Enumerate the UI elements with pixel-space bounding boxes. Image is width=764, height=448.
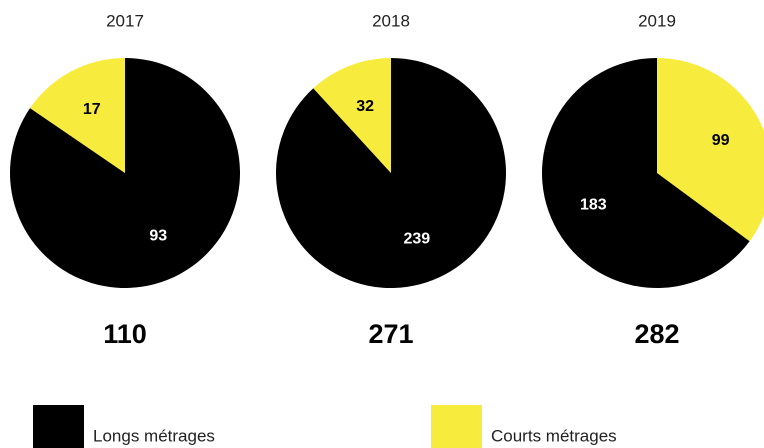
slice-label: 99	[712, 132, 730, 149]
legend-swatch	[431, 405, 482, 448]
slice-label: 32	[356, 98, 374, 115]
pie-slice	[657, 58, 764, 242]
slice-label: 17	[83, 101, 101, 118]
pie-total: 282	[634, 319, 679, 349]
pie-slice	[541, 58, 750, 288]
slice-label: 239	[403, 231, 430, 248]
pie-total: 271	[368, 319, 413, 349]
pie-slice	[313, 58, 391, 173]
pie-title: 2017	[106, 11, 144, 30]
legend-label: Courts métrages	[491, 426, 617, 445]
pie-title: 2018	[372, 11, 410, 30]
pie-title: 2019	[638, 11, 676, 30]
legend-swatch	[33, 405, 84, 448]
slice-label: 183	[580, 196, 607, 213]
pie-slice	[30, 58, 125, 173]
pie-slice	[276, 58, 507, 288]
pie-total: 110	[103, 319, 147, 349]
slice-label: 93	[149, 227, 167, 244]
legend-label: Longs métrages	[93, 426, 215, 445]
